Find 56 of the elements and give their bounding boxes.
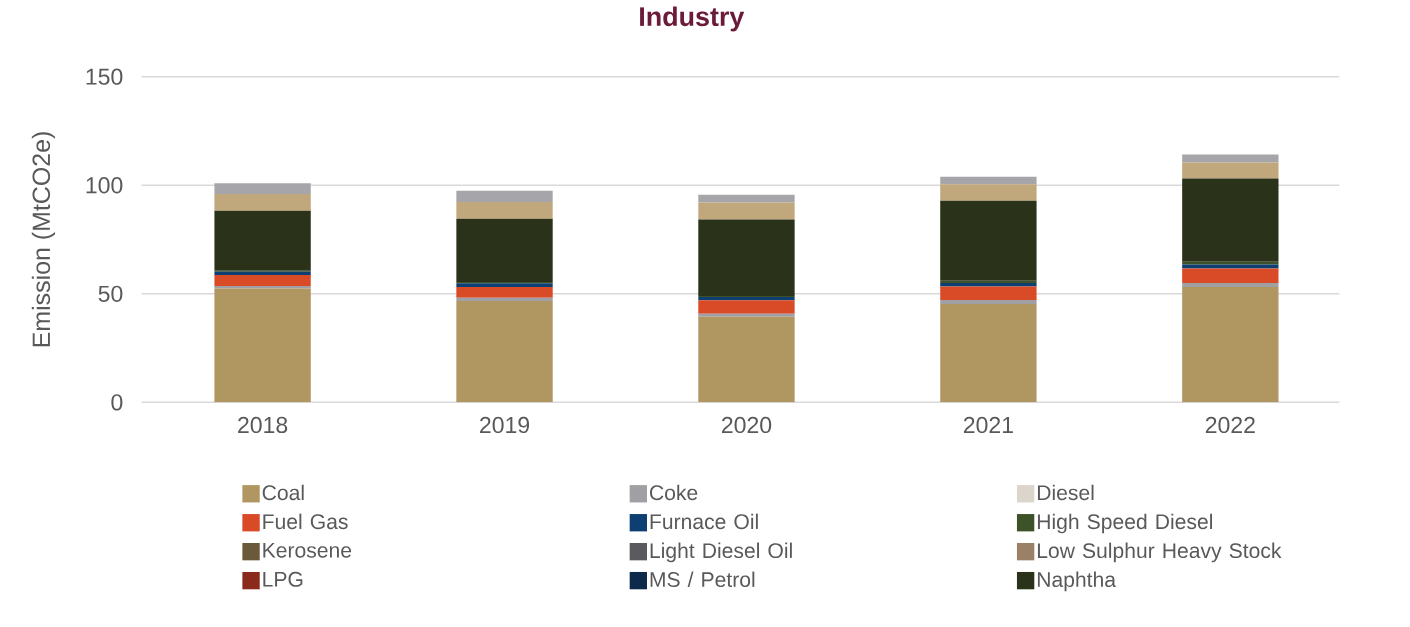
- y-tick-label: 0: [111, 394, 123, 411]
- legend-label: Low Sulphur Heavy Stock: [1037, 542, 1282, 563]
- bar: [698, 202, 795, 220]
- bar: [1182, 264, 1279, 269]
- legend-label: Naphtha: [1037, 571, 1117, 592]
- bar: [1182, 162, 1279, 179]
- bar: [940, 304, 1037, 403]
- bar: [698, 300, 795, 314]
- bar: [940, 300, 1037, 305]
- y-axis-title: Emission (MtCO2e): [31, 132, 56, 347]
- legend-label: Coke: [650, 484, 698, 501]
- bar: [940, 176, 1037, 185]
- x-tick-label: 2020: [721, 416, 772, 434]
- y-tick-label: 50: [98, 285, 123, 303]
- bar: [456, 287, 553, 298]
- legend-label: High Speed Diesel: [1037, 513, 1212, 534]
- bar: [940, 200, 1037, 281]
- bar: [214, 183, 311, 195]
- x-tick-label: 2018: [238, 416, 288, 434]
- bar: [698, 316, 795, 403]
- y-tick-label: 100: [86, 177, 123, 194]
- bar: [456, 283, 553, 288]
- legend-label: Fuel Gas: [263, 513, 348, 530]
- bar: [1182, 287, 1279, 403]
- bar: [214, 286, 311, 289]
- bar: [456, 190, 553, 203]
- bar: [940, 283, 1037, 287]
- chart-title: Industry: [640, 6, 745, 32]
- bar: [456, 301, 553, 403]
- bar: [1182, 154, 1279, 163]
- legend-label: Light Diesel Oil: [650, 542, 792, 563]
- bar: [214, 275, 311, 287]
- bar: [214, 288, 311, 403]
- x-tick-label: 2021: [963, 416, 1013, 434]
- bar: [940, 286, 1037, 301]
- legend-label: Coal: [262, 484, 304, 501]
- bar: [698, 313, 795, 317]
- bar: [1182, 268, 1279, 284]
- bar: [214, 194, 311, 211]
- bar: [698, 219, 795, 297]
- x-tick-label: 2022: [1205, 416, 1255, 434]
- legend-label: LPG: [263, 571, 303, 587]
- legend-label: Furnace Oil: [650, 513, 758, 530]
- bar: [1182, 178, 1279, 262]
- legend-label: Kerosene: [263, 543, 352, 558]
- bar: [456, 297, 553, 302]
- legend-label: MS / Petrol: [650, 571, 755, 588]
- bar: [214, 210, 311, 271]
- bar: [1182, 283, 1279, 288]
- bar: [456, 218, 553, 283]
- bar: [456, 202, 553, 219]
- bar: [940, 184, 1037, 201]
- legend-label: Diesel: [1037, 484, 1094, 501]
- x-tick-label: 2019: [480, 416, 530, 434]
- bar: [698, 194, 795, 203]
- y-tick-label: 150: [86, 68, 123, 85]
